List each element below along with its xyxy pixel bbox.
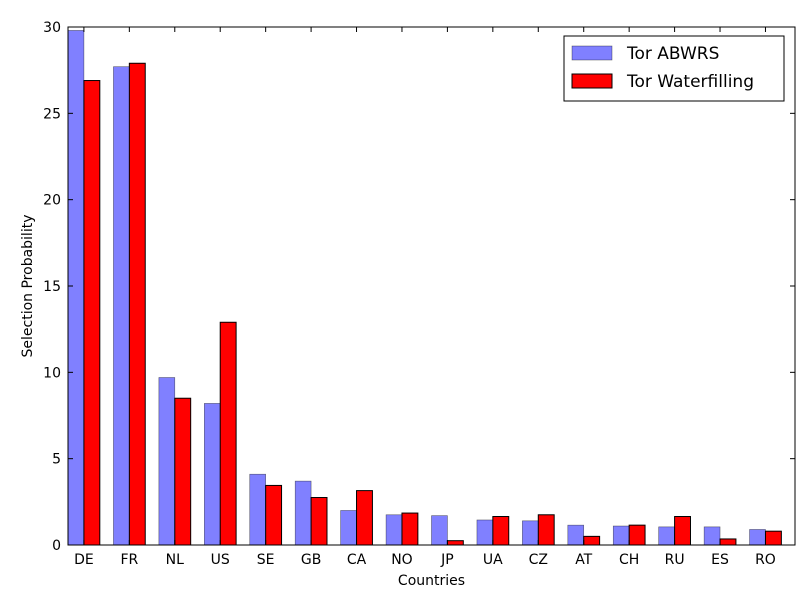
bar-waterfilling-ch — [628, 524, 646, 546]
bar-waterfilling-us — [219, 321, 237, 546]
y-tick-label: 30 — [43, 20, 61, 36]
bar-abwrs-ca — [340, 510, 357, 546]
x-tick-label-ro: RO — [755, 552, 776, 568]
bar-waterfilling-at — [583, 535, 601, 546]
bar-waterfilling-es — [719, 538, 737, 546]
x-axis-label: Countries — [398, 573, 465, 589]
x-tick-label-no: NO — [391, 552, 413, 568]
legend-label-waterfilling: Tor Waterfilling — [626, 72, 754, 92]
x-tick-label-us: US — [211, 552, 230, 568]
bar-waterfilling-jp — [446, 540, 464, 546]
bar-abwrs-ru — [658, 526, 675, 546]
bar-waterfilling-se — [265, 484, 283, 546]
y-tick-label: 20 — [43, 193, 61, 209]
bar-waterfilling-cz — [537, 514, 555, 546]
x-tick-label-nl: NL — [166, 552, 184, 568]
x-tick-label-at: AT — [575, 552, 592, 568]
bar-abwrs-cz — [522, 520, 539, 546]
bar-abwrs-fr — [113, 66, 130, 546]
bar-waterfilling-ua — [492, 516, 510, 546]
x-tick-label-ua: UA — [483, 552, 503, 568]
bar-abwrs-se — [249, 473, 266, 546]
legend: Tor ABWRS Tor Waterfilling — [563, 35, 785, 102]
bar-abwrs-ro — [749, 529, 766, 546]
x-tick-label-de: DE — [74, 552, 94, 568]
bar-waterfilling-no — [401, 512, 419, 546]
y-tick-label: 15 — [43, 279, 61, 295]
x-tick-label-jp: JP — [440, 552, 454, 568]
bar-abwrs-jp — [431, 515, 448, 546]
bar-waterfilling-gb — [310, 497, 328, 546]
legend-swatch-waterfilling — [571, 73, 613, 89]
y-tick-label: 25 — [43, 106, 61, 122]
x-tick-label-ca: CA — [347, 552, 367, 568]
bar-abwrs-ua — [476, 519, 494, 546]
bar-abwrs-at — [567, 524, 585, 546]
x-tick-label-cz: CZ — [529, 552, 548, 568]
bar-waterfilling-fr — [128, 62, 146, 546]
y-tick-label: 5 — [52, 452, 61, 468]
bar-abwrs-nl — [158, 377, 176, 546]
y-tick-label: 10 — [43, 365, 61, 381]
bar-waterfilling-ca — [356, 490, 373, 546]
bars-layer — [67, 30, 782, 546]
bar-waterfilling-ro — [764, 530, 782, 546]
bar-waterfilling-de — [83, 80, 101, 546]
y-tick-label: 0 — [52, 538, 61, 554]
x-tick-label-gb: GB — [301, 552, 321, 568]
bar-waterfilling-nl — [174, 397, 192, 546]
bar-abwrs-gb — [294, 480, 312, 546]
x-tick-label-es: ES — [711, 552, 729, 568]
y-axis-label: Selection Probability — [20, 215, 36, 358]
x-tick-label-fr: FR — [120, 552, 138, 568]
x-tick-label-ch: CH — [619, 552, 639, 568]
ticks-layer: 0 5 10 15 20 25 30 DE FR NL US SE GB CA NO JP UA CZ AT CH RU… — [43, 20, 795, 568]
x-tick-label-se: SE — [257, 552, 275, 568]
bar-abwrs-de — [67, 30, 85, 546]
legend-swatch-abwrs — [571, 45, 613, 61]
legend-label-abwrs: Tor ABWRS — [626, 44, 719, 64]
bar-abwrs-es — [703, 526, 721, 546]
x-tick-label-ru: RU — [665, 552, 685, 568]
bar-abwrs-us — [204, 403, 221, 546]
bar-abwrs-ch — [612, 525, 630, 546]
bar-abwrs-no — [385, 514, 403, 546]
bar-waterfilling-ru — [674, 516, 691, 546]
